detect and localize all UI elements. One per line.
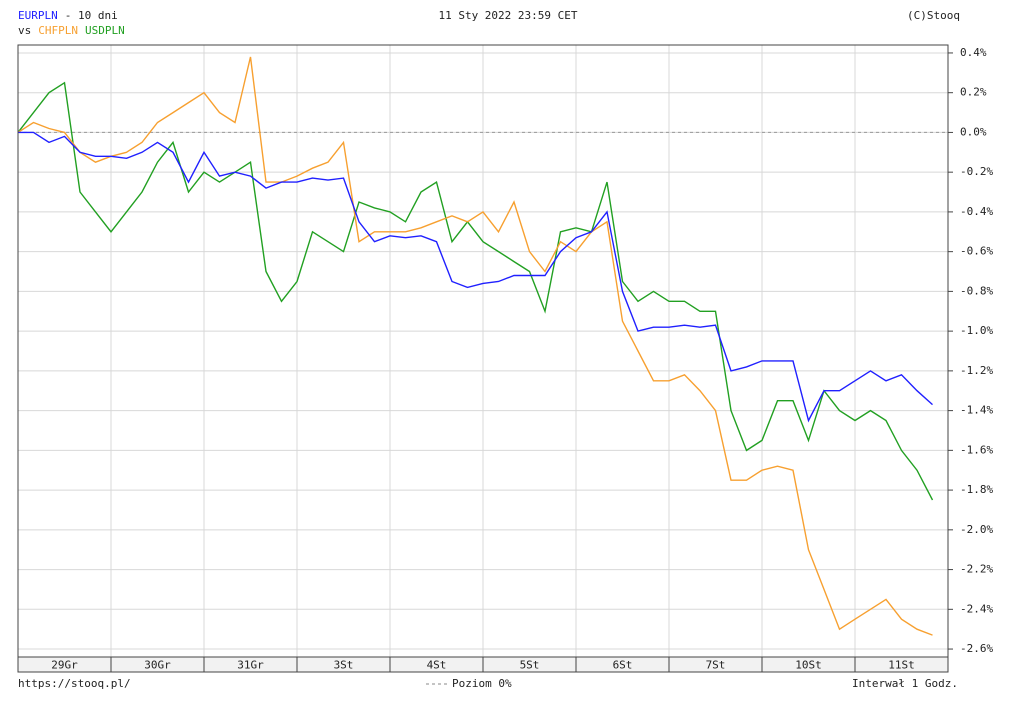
series-line xyxy=(17,81,934,501)
series-line xyxy=(18,131,933,423)
y-tick-label: -2.6% xyxy=(960,642,993,655)
y-tick-label: 0.0% xyxy=(960,125,987,138)
date: 11 Sty 2022 23:59 CET xyxy=(438,9,577,22)
y-tick-label: -0.8% xyxy=(960,284,993,297)
legend-entry: EURPLN xyxy=(18,9,58,22)
plot-frame xyxy=(17,44,949,673)
legend-main: EURPLN - 10 dni xyxy=(18,9,118,22)
x-tick-label: 30Gr xyxy=(144,659,171,672)
x-tick-label: 31Gr xyxy=(237,659,264,672)
y-tick-label: -1.8% xyxy=(960,483,993,496)
legend-entry: CHFPLN xyxy=(38,24,78,37)
y-tick-label: 0.2% xyxy=(960,86,987,99)
x-tick-label: 10St xyxy=(795,659,822,672)
y-tick-label: -1.0% xyxy=(960,324,993,337)
y-tick-label: -0.2% xyxy=(960,165,993,178)
y-tick-label: -1.6% xyxy=(960,443,993,456)
x-tick-label: 6St xyxy=(613,659,633,672)
legend-entry: USDPLN xyxy=(85,24,125,37)
y-tick-label: -0.4% xyxy=(960,205,993,218)
y-tick-label: -1.4% xyxy=(960,404,993,417)
copyright: (C)Stooq xyxy=(907,9,960,22)
y-tick-label: -1.2% xyxy=(960,364,993,377)
y-tick-label: -2.0% xyxy=(960,523,993,536)
x-tick-label: 4St xyxy=(427,659,447,672)
legend-vs: vs CHFPLN USDPLN xyxy=(18,24,125,37)
y-tick-label: -2.2% xyxy=(960,563,993,576)
period: - 10 dni xyxy=(65,9,118,22)
interval: Interwał 1 Godz. xyxy=(852,677,958,690)
y-tick-label: -2.4% xyxy=(960,602,993,615)
y-tick-label: -0.6% xyxy=(960,245,993,258)
x-tick-label: 3St xyxy=(334,659,354,672)
series-line xyxy=(17,56,933,636)
x-tick-label: 5St xyxy=(520,659,540,672)
y-tick-label: 0.4% xyxy=(960,46,987,59)
source: https://stooq.pl/ xyxy=(18,677,131,690)
x-tick-label: 7St xyxy=(706,659,726,672)
zero-label: Poziom 0% xyxy=(452,677,512,690)
vs: vs xyxy=(18,24,31,37)
x-tick-label: 11St xyxy=(888,659,915,672)
x-tick-label: 29Gr xyxy=(51,659,78,672)
